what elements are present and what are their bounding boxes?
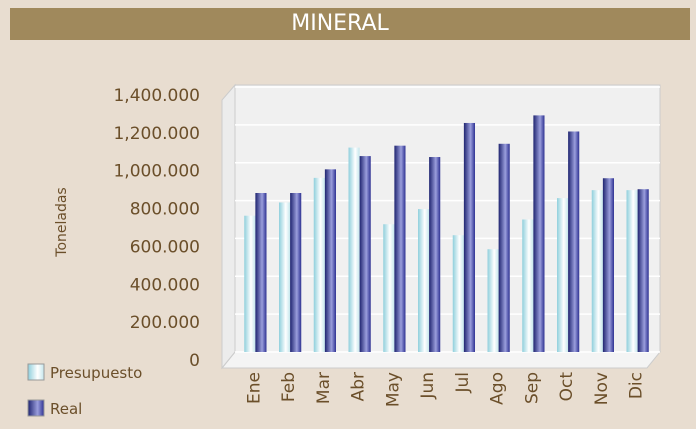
bar xyxy=(487,249,499,352)
bar xyxy=(244,215,256,352)
x-tick-label: Abr xyxy=(349,372,369,401)
bar xyxy=(290,193,302,352)
bar xyxy=(533,115,545,353)
bar xyxy=(626,190,638,352)
bar xyxy=(279,202,291,352)
x-tick-label: Oct xyxy=(557,372,577,402)
bar xyxy=(602,178,614,352)
bar xyxy=(452,235,464,352)
bar xyxy=(557,198,569,352)
x-tick-label: Sep xyxy=(522,372,542,404)
y-tick-label: 200.000 xyxy=(130,313,200,333)
bar xyxy=(429,157,441,352)
x-tick-label: May xyxy=(383,372,403,407)
y-tick-label: 1,000.000 xyxy=(113,162,200,182)
legend-label: Presupuesto xyxy=(50,364,142,382)
floor xyxy=(220,351,662,369)
bar xyxy=(394,145,406,352)
bar xyxy=(568,131,580,352)
title-bar xyxy=(10,8,690,40)
bar xyxy=(348,147,360,352)
y-axis-label: Toneladas xyxy=(54,187,70,257)
x-tick-label: Ene xyxy=(244,372,264,404)
back-wall xyxy=(234,84,661,353)
y-tick-label: 1,400.000 xyxy=(113,86,200,106)
bar xyxy=(359,156,371,352)
x-tick-label: Jul xyxy=(453,372,473,394)
x-tick-label: Nov xyxy=(592,372,612,405)
bar xyxy=(418,209,430,352)
bar xyxy=(463,122,475,352)
x-tick-label: Jun xyxy=(418,372,438,400)
x-tick-label: Feb xyxy=(279,372,299,402)
side-wall xyxy=(221,83,236,370)
legend-swatch xyxy=(27,399,45,417)
y-tick-label: 600.000 xyxy=(130,237,200,257)
x-tick-label: Dic xyxy=(627,372,647,399)
bar xyxy=(313,177,325,352)
legend-swatch xyxy=(27,363,45,381)
legend-label: Real xyxy=(50,400,82,418)
bar xyxy=(522,219,534,352)
chart-title: MINERAL xyxy=(291,11,389,36)
x-tick-label: Mar xyxy=(314,372,334,404)
bar xyxy=(637,189,649,352)
y-tick-label: 400.000 xyxy=(130,275,200,295)
bar xyxy=(498,143,510,352)
x-tick-label: Ago xyxy=(488,372,508,405)
bar xyxy=(324,169,336,352)
bar xyxy=(591,190,603,352)
y-tick-label: 1,200.000 xyxy=(113,124,200,144)
y-tick-label: 0 xyxy=(189,351,200,371)
bar xyxy=(383,224,395,352)
bar xyxy=(255,193,267,352)
y-tick-label: 800.000 xyxy=(130,200,200,220)
